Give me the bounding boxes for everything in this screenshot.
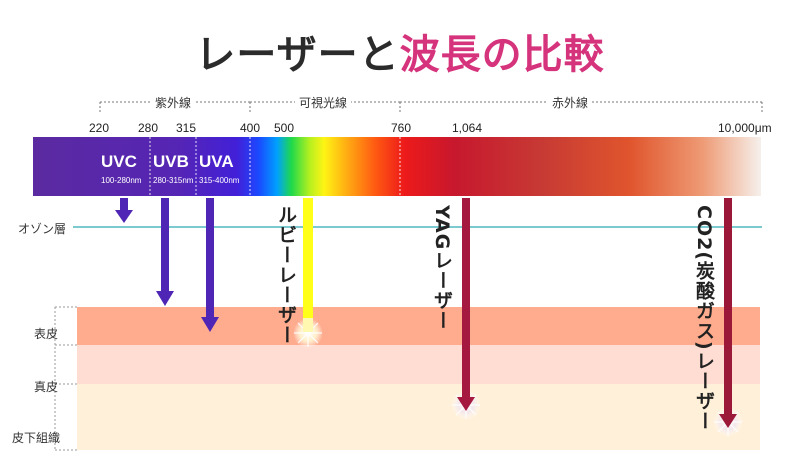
layer-label-epidermis: 表皮 [34,327,59,341]
region-brackets [99,101,763,113]
yag-laser-arrow [451,198,481,420]
layer-dermis [77,345,760,384]
uv-band-uva: UVA 315-400nm [199,152,239,185]
layer-subcutaneous [77,384,760,450]
layer-label-subcutaneous: 皮下組織 [12,431,61,445]
uv-band-name: UVA [199,152,234,171]
tick-label: 10,000μm [718,121,772,135]
layer-label-dermis: 真皮 [34,380,59,394]
ruby-laser-beam [293,198,323,348]
tick-label: 220 [89,121,110,135]
uv-band-uvb: UVB 280-315nm [153,152,193,185]
region-label-uv: 紫外線 [151,94,196,111]
spectrum-dividers [149,137,401,196]
uv-band-name: UVB [153,152,189,171]
title-part-1: レーザーと [195,32,400,78]
region-label-visible: 可視光線 [295,94,352,111]
region-label-ir: 赤外線 [548,94,593,111]
uv-band-name: UVC [101,152,137,171]
ozone-layer-label: オゾン層 [18,222,67,236]
uva-arrow [201,198,219,332]
title-part-2: 波長の比較 [399,32,605,78]
tick-label: 1,064 [452,121,483,135]
tick-label: 500 [274,121,295,135]
uv-band-range: 280-315nm [153,176,194,185]
uvb-arrow [156,198,174,306]
tick-label: 760 [391,121,412,135]
uv-band-range: 315-400nm [199,176,240,185]
layer-epidermis [77,307,760,345]
tick-label: 315 [176,121,197,135]
tick-label: 400 [240,121,261,135]
uv-band-range: 100-280nm [101,176,142,185]
yag-laser-label: YAGレーザー [431,205,453,331]
uvc-arrow [115,198,133,223]
co2-laser-label: CO2(炭酸ガス)レーザー [693,205,715,431]
spectrum-bar [33,137,761,196]
co2-laser-arrow [713,198,743,437]
tick-label: 280 [138,121,159,135]
page-title: レーザーと波長の比較 [0,22,800,80]
uv-band-uvc: UVC 100-280nm [101,152,141,185]
ruby-laser-label: ルビーレーザー [275,205,297,345]
